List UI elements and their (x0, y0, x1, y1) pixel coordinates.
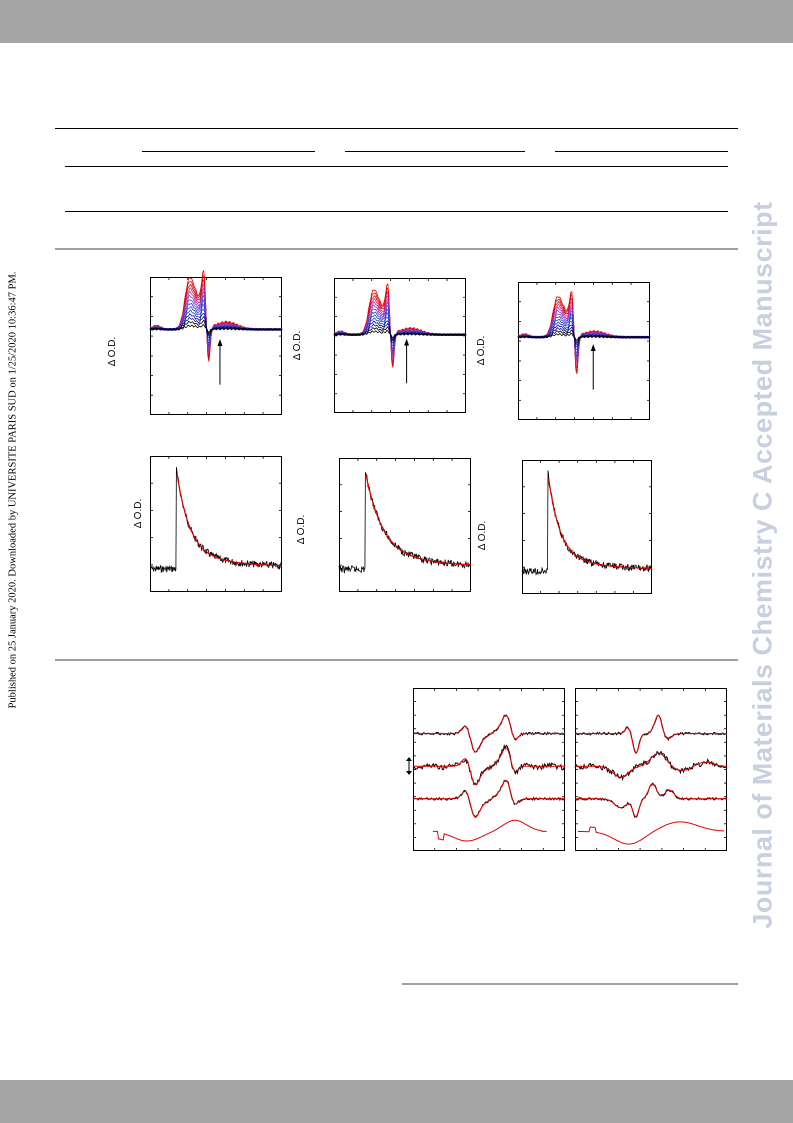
journal-watermark: Journal of Materials Chemistry C Accepte… (747, 201, 778, 929)
arrow-up-icon (217, 339, 223, 346)
spectra-panel-left (412, 688, 566, 851)
plot-frame (522, 460, 652, 594)
spectrum-data-trace (412, 714, 566, 753)
plot-frame (150, 456, 282, 592)
transient-spectrum-panel-2 (333, 278, 467, 413)
decay-plot-1 (149, 456, 283, 592)
spectrum-trace (517, 332, 651, 342)
plot-frame (339, 458, 471, 592)
spectrum-trace (149, 303, 283, 344)
transient-spectrum-plot-1 (149, 269, 283, 415)
spectra-plot-left (412, 688, 566, 851)
decay-fit-trace (176, 473, 282, 567)
transient-spectrum-plot-2 (333, 278, 467, 413)
decay-plot-3 (521, 460, 653, 594)
publication-sidenote: Published on 25 January 2020. Downloaded… (7, 271, 19, 709)
spectrum-trace (333, 304, 467, 354)
spectrum-trace (149, 294, 283, 349)
decay-data-trace (521, 470, 653, 576)
spectrum-trace (517, 326, 651, 346)
decay-ylabel-3: Δ O.D. (477, 520, 489, 551)
transient-ylabel-1: Δ O.D. (107, 336, 119, 367)
spectrum-trace (149, 287, 283, 353)
decay-ylabel-2: Δ O.D. (296, 514, 308, 545)
section-divider-1 (55, 248, 738, 250)
scale-arrow-icon (406, 757, 412, 775)
decay-ylabel-1: Δ O.D. (133, 498, 145, 529)
arrow-up-icon (590, 344, 596, 351)
footer-bar (0, 1080, 793, 1123)
spectrum-fit-trace (413, 747, 565, 786)
section-divider-3 (402, 983, 738, 985)
spectrum-trace (149, 284, 283, 355)
spectrum-data-trace (574, 750, 728, 782)
spectra-plot-right (574, 688, 728, 851)
decay-panel-3 (521, 460, 653, 594)
spectrum-trace (334, 287, 467, 366)
spectrum-trace (333, 330, 467, 339)
transient-spectrum-panel-3 (517, 282, 651, 420)
plot-frame (150, 277, 282, 415)
decay-data-trace (338, 472, 472, 574)
spectrum-trace (149, 269, 283, 362)
decay-fit-trace (365, 474, 471, 566)
spectrum-trace (333, 308, 467, 353)
spectrum-data-trace (574, 782, 728, 818)
transient-spectrum-panel-1 (149, 269, 283, 415)
spectrum-trace (517, 297, 651, 369)
spectrum-trace (333, 291, 467, 364)
section-divider-2 (55, 659, 738, 661)
table-group-rule-3 (555, 151, 728, 152)
spectrum-trace (333, 295, 467, 360)
decay-fit-trace (548, 478, 652, 570)
spectrum-fit-trace (575, 752, 727, 778)
spectrum-trace (149, 324, 283, 334)
spectrum-fit-trace (575, 714, 727, 754)
decay-panel-1 (149, 456, 283, 592)
spectrum-trace (150, 275, 283, 360)
simulation-trace (432, 819, 547, 842)
arrow-up-icon (404, 338, 410, 346)
table-group-rule-2 (345, 151, 525, 152)
spectrum-fit-trace (413, 714, 565, 753)
transient-spectrum-plot-3 (517, 282, 651, 420)
simulation-trace (578, 821, 725, 845)
spectrum-fit-trace (413, 779, 565, 818)
decay-panel-2 (338, 458, 472, 592)
transient-ylabel-2: Δ O.D. (292, 330, 304, 361)
spectrum-trace (517, 306, 651, 362)
table-header-rule (65, 166, 728, 167)
plot-frame (334, 278, 466, 413)
transient-ylabel-3: Δ O.D. (476, 335, 488, 366)
header-bar (0, 0, 793, 43)
spectra-panel-right (574, 688, 728, 851)
plot-frame (518, 282, 650, 420)
spectrum-data-trace (412, 779, 566, 819)
table-top-rule (55, 128, 738, 129)
table-group-rule-1 (142, 151, 315, 152)
spectrum-trace (149, 290, 283, 350)
spectrum-trace (517, 291, 651, 374)
spectrum-trace (333, 298, 467, 358)
plot-frame (575, 688, 727, 851)
spectrum-data-trace (574, 714, 728, 755)
spectrum-trace (149, 299, 283, 348)
spectrum-trace (518, 294, 651, 372)
spectrum-trace (333, 300, 467, 357)
spectrum-trace (517, 304, 651, 363)
spectrum-data-trace (412, 743, 566, 786)
spectrum-trace (149, 279, 283, 357)
table-bottom-rule (65, 211, 728, 212)
decay-plot-2 (338, 458, 472, 592)
spectrum-fit-trace (575, 783, 727, 818)
decay-data-trace (149, 467, 283, 573)
spectrum-trace (149, 308, 283, 341)
spectrum-trace (333, 283, 467, 368)
